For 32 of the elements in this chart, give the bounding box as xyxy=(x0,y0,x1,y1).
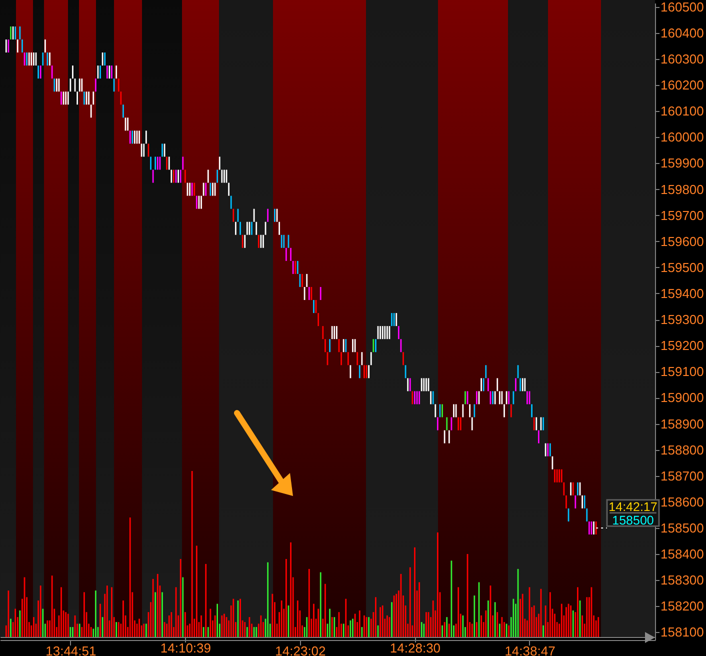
y-tick-label: 159600 xyxy=(660,234,704,249)
y-tick-label: 160000 xyxy=(660,130,704,145)
y-tick-label: 159900 xyxy=(660,156,704,171)
y-tick-label: 159400 xyxy=(660,286,704,301)
annotation: 14:42:17 xyxy=(608,500,658,514)
y-tick-label: 160500 xyxy=(660,0,704,14)
y-tick-label: 158100 xyxy=(660,624,704,640)
x-tick-label: 14:38:47 xyxy=(504,644,556,656)
y-tick-label: 158500 xyxy=(660,520,704,536)
y-tick-label: 158900 xyxy=(660,416,704,432)
y-tick-label: 159700 xyxy=(660,208,704,223)
y-tick-label: 160200 xyxy=(660,78,704,93)
y-tick-label: 159300 xyxy=(660,312,704,328)
y-tick-label: 158600 xyxy=(660,494,704,510)
y-tick-label: 160100 xyxy=(660,104,704,119)
x-tick-label: 14:23:02 xyxy=(275,644,326,656)
y-tick-label: 159000 xyxy=(660,390,704,406)
y-tick-label: 159800 xyxy=(660,182,704,197)
ref-line-label: 158500 xyxy=(612,513,654,528)
y-tick-label: 158300 xyxy=(660,572,704,588)
y-tick-label: 160300 xyxy=(660,52,704,67)
y-tick-label: 159100 xyxy=(660,364,704,380)
y-tick-label: 159200 xyxy=(660,338,704,354)
x-tick-label: 14:28:30 xyxy=(390,640,441,656)
y-tick-label: 158200 xyxy=(660,598,704,614)
x-tick-label: 14:10:39 xyxy=(160,640,211,656)
y-tick-label: 159500 xyxy=(660,260,704,275)
y-tick-label: 160400 xyxy=(660,25,704,40)
y-tick-label: 158400 xyxy=(660,546,704,562)
y-tick-label: 158700 xyxy=(660,468,704,484)
x-tick-label: 13:44:51 xyxy=(46,644,96,656)
y-tick-label: 158800 xyxy=(660,442,704,458)
